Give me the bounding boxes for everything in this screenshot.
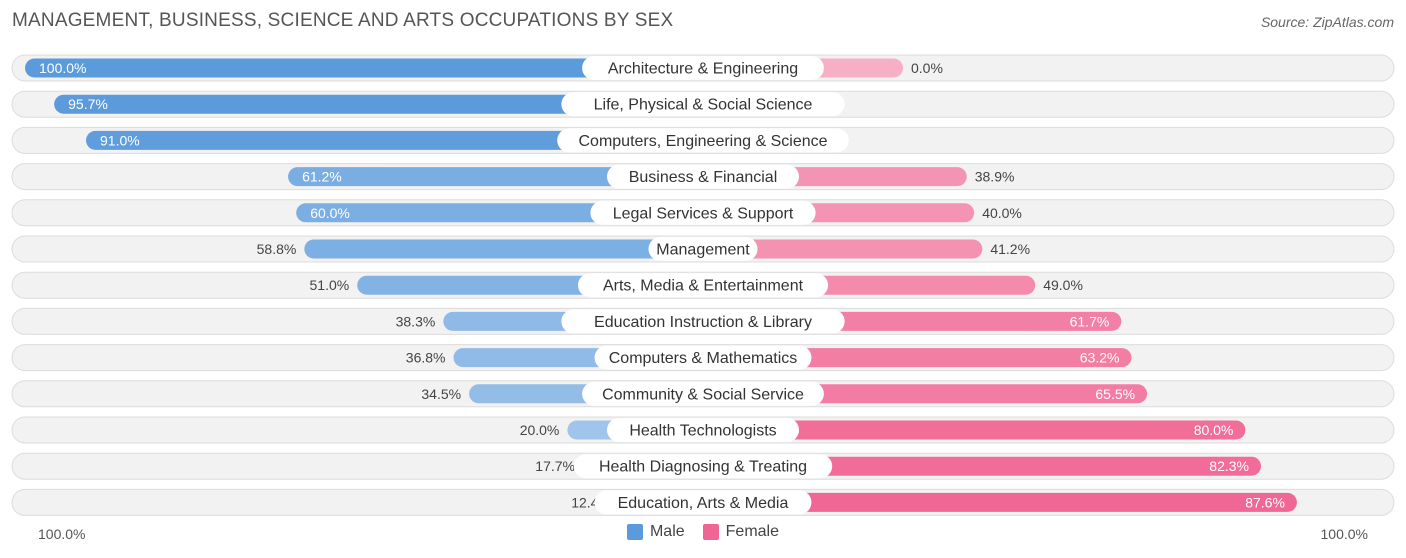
female-bar	[703, 239, 983, 259]
chart-area: 100.0% 0.0% Architecture & Engineering 95.7…	[11, 54, 1395, 516]
category-label: Legal Services & Support	[613, 205, 794, 222]
female-bar	[703, 456, 1261, 476]
category-label: Business & Financial	[629, 169, 778, 186]
female-bar	[703, 492, 1297, 512]
category-label: Education, Arts & Media	[618, 495, 789, 512]
female-value-label: 63.2%	[1080, 350, 1120, 366]
category-label-pill	[594, 345, 812, 370]
male-value-label: 36.8%	[406, 350, 446, 366]
chart-title: MANAGEMENT, BUSINESS, SCIENCE AND ARTS O…	[12, 10, 674, 31]
female-value-label: 61.7%	[1070, 313, 1110, 329]
category-label: Health Diagnosing & Treating	[599, 459, 807, 476]
male-value-label: 17.7%	[535, 458, 575, 474]
category-label: Education Instruction & Library	[594, 314, 812, 331]
category-label-pill	[557, 128, 849, 153]
category-label: Management	[656, 242, 750, 259]
category-label-pill	[561, 309, 845, 334]
female-bar	[703, 420, 1246, 440]
legend-female: Female	[702, 523, 780, 541]
male-value-label: 38.3%	[396, 313, 436, 329]
category-label-pill	[582, 56, 824, 80]
male-value-label: 100.0%	[39, 60, 86, 76]
male-value-label: 58.8%	[257, 241, 297, 257]
axis-left-label: 100.0%	[38, 526, 86, 542]
category-label: Life, Physical & Social Science	[594, 97, 813, 114]
male-bar	[304, 239, 703, 259]
legend-male-swatch	[626, 524, 643, 540]
male-value-label: 51.0%	[310, 277, 350, 293]
category-label-pill	[582, 381, 824, 406]
category-label-pill	[594, 490, 812, 515]
male-value-label: 34.5%	[421, 386, 461, 402]
female-value-label: 87.6%	[1245, 494, 1285, 510]
legend: Male Female	[0, 523, 1406, 541]
legend-male-label: Male	[649, 523, 685, 540]
female-value-label: 38.9%	[975, 169, 1015, 185]
category-label-pill	[648, 237, 758, 261]
male-value-label: 95.7%	[68, 96, 108, 112]
category-label-pill	[607, 164, 799, 189]
source-label: Source: ZipAtlas.com	[1260, 14, 1394, 30]
legend-female-label: Female	[725, 523, 780, 540]
legend-female-swatch	[702, 524, 719, 540]
category-label-pill	[607, 418, 799, 442]
male-bar	[86, 130, 703, 150]
male-bar	[288, 167, 703, 187]
female-value-label: 41.2%	[990, 241, 1030, 257]
male-bar	[25, 58, 703, 78]
female-value-label: 40.0%	[982, 205, 1022, 221]
female-value-label: 80.0%	[1194, 422, 1234, 438]
category-label: Arts, Media & Entertainment	[603, 278, 804, 295]
category-label-pill	[577, 273, 829, 298]
category-label: Health Technologists	[629, 423, 776, 440]
category-label: Architecture & Engineering	[608, 61, 798, 78]
male-bar	[54, 94, 704, 114]
male-value-label: 91.0%	[100, 132, 140, 148]
category-label: Computers, Engineering & Science	[578, 133, 827, 150]
male-value-label: 60.0%	[310, 205, 350, 221]
female-value-label: 0.0%	[911, 60, 943, 76]
male-value-label: 61.2%	[302, 169, 342, 185]
category-label: Computers & Mathematics	[609, 350, 798, 367]
axis-right-label: 100.0%	[1320, 526, 1368, 542]
female-value-label: 49.0%	[1043, 277, 1083, 293]
legend-male: Male	[626, 523, 685, 541]
category-label-pill	[590, 200, 816, 225]
category-label-pill	[561, 92, 845, 117]
category-label-pill	[573, 454, 833, 479]
female-value-label: 65.5%	[1095, 386, 1135, 402]
male-value-label: 20.0%	[520, 422, 560, 438]
category-label: Community & Social Service	[602, 386, 804, 403]
female-value-label: 82.3%	[1209, 458, 1249, 474]
